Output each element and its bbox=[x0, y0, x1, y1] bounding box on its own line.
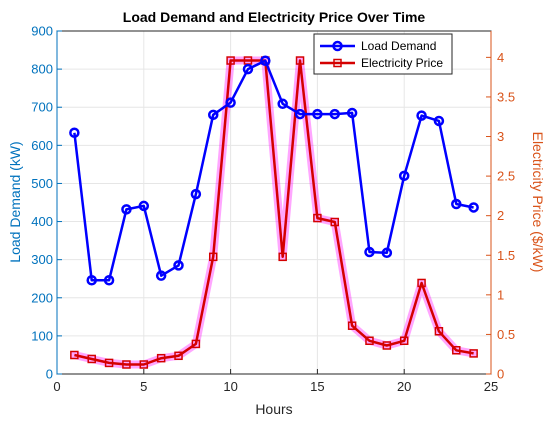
load-point bbox=[207, 109, 219, 121]
price-point bbox=[139, 360, 149, 369]
load-point bbox=[86, 274, 97, 286]
load-point bbox=[451, 198, 462, 210]
load-point bbox=[416, 110, 427, 121]
price-point bbox=[226, 56, 235, 65]
y-right-tick-label: 2.5 bbox=[497, 169, 515, 184]
chart-title: Load Demand and Electricity Price Over T… bbox=[123, 9, 426, 25]
load-point bbox=[398, 170, 410, 182]
load-point bbox=[173, 260, 184, 271]
y-left-tick-label: 300 bbox=[31, 252, 53, 267]
x-tick-label: 20 bbox=[397, 379, 411, 394]
load-point bbox=[225, 97, 236, 108]
y-right-tick-label: 0 bbox=[497, 367, 504, 382]
y-left-tick-label: 400 bbox=[31, 214, 53, 229]
price-point bbox=[278, 252, 287, 262]
price-point bbox=[382, 341, 392, 350]
load-point bbox=[121, 204, 132, 215]
y-left-tick-label: 800 bbox=[31, 62, 53, 77]
price-point bbox=[174, 351, 183, 361]
load-point bbox=[242, 63, 254, 75]
y-left-tick-label: 500 bbox=[31, 176, 53, 191]
price-point bbox=[417, 278, 426, 288]
y-left-tick-label: 900 bbox=[31, 24, 53, 39]
load-point bbox=[364, 246, 375, 258]
price-point bbox=[208, 252, 218, 262]
x-tick-label: 10 bbox=[223, 379, 237, 394]
y-axis-left-label: Load Demand (kW) bbox=[7, 141, 23, 262]
legend-price-label: Electricity Price bbox=[361, 56, 443, 70]
price-point bbox=[156, 353, 166, 363]
y-axis-right-label: Electricity Price ($/kW) bbox=[530, 132, 546, 273]
load-point bbox=[190, 188, 202, 200]
y-axis-left: 0 100 200 300 400 500 600 700 800 900 bbox=[31, 24, 62, 382]
x-tick-label: 5 bbox=[140, 379, 147, 394]
price-point bbox=[87, 354, 96, 364]
y-right-tick-label: 0.5 bbox=[497, 327, 515, 342]
price-point bbox=[469, 349, 478, 358]
x-axis-label: Hours bbox=[255, 401, 292, 417]
load-point bbox=[468, 202, 479, 213]
price-point bbox=[365, 336, 374, 346]
price-point bbox=[434, 327, 444, 336]
series-layer bbox=[69, 55, 479, 369]
load-point bbox=[69, 127, 80, 139]
price-point bbox=[313, 213, 322, 223]
price-point bbox=[330, 217, 340, 227]
legend-load-label: Load Demand bbox=[361, 39, 436, 53]
x-tick-label: 15 bbox=[310, 379, 324, 394]
y-left-tick-label: 100 bbox=[31, 328, 53, 343]
legend: Load Demand Electricity Price bbox=[313, 33, 453, 75]
load-point bbox=[294, 108, 306, 120]
y-left-tick-label: 700 bbox=[31, 100, 53, 115]
load-point bbox=[277, 98, 288, 110]
y-right-tick-label: 4 bbox=[497, 50, 504, 65]
load-point bbox=[155, 270, 167, 281]
price-point bbox=[122, 360, 131, 369]
x-tick-label: 0 bbox=[53, 379, 60, 394]
x-axis: 0 5 10 15 20 25 bbox=[53, 369, 498, 394]
load-point bbox=[346, 107, 358, 119]
x-tick-label: 25 bbox=[484, 379, 498, 394]
y-right-tick-label: 2 bbox=[497, 208, 504, 223]
legend-load-marker bbox=[332, 40, 343, 52]
price-point bbox=[452, 346, 461, 355]
price-point bbox=[347, 321, 357, 330]
plot-area bbox=[57, 31, 491, 374]
price-point bbox=[191, 339, 201, 349]
y-axis-right: 0 0.5 1 1.5 2 2.5 3 3.5 4 bbox=[486, 31, 515, 382]
y-right-tick-label: 1 bbox=[497, 287, 504, 302]
grid bbox=[56, 30, 492, 375]
y-left-tick-label: 600 bbox=[31, 138, 53, 153]
load-point bbox=[103, 274, 115, 286]
price-point bbox=[399, 336, 409, 346]
load-point bbox=[433, 115, 445, 127]
price-point bbox=[104, 358, 114, 368]
y-left-tick-label: 200 bbox=[31, 290, 53, 305]
load-point bbox=[329, 108, 341, 120]
legend-price-marker bbox=[333, 58, 342, 68]
legend-box bbox=[313, 33, 453, 75]
load-point bbox=[312, 108, 323, 120]
y-right-tick-label: 3.5 bbox=[497, 89, 515, 104]
load-point bbox=[381, 247, 393, 259]
y-right-tick-label: 3 bbox=[497, 129, 504, 144]
y-right-tick-label: 1.5 bbox=[497, 248, 515, 263]
price-point bbox=[295, 56, 305, 65]
y-left-tick-label: 0 bbox=[46, 367, 53, 382]
load-point bbox=[260, 55, 271, 66]
price-point bbox=[70, 350, 79, 360]
load-point bbox=[138, 200, 150, 212]
